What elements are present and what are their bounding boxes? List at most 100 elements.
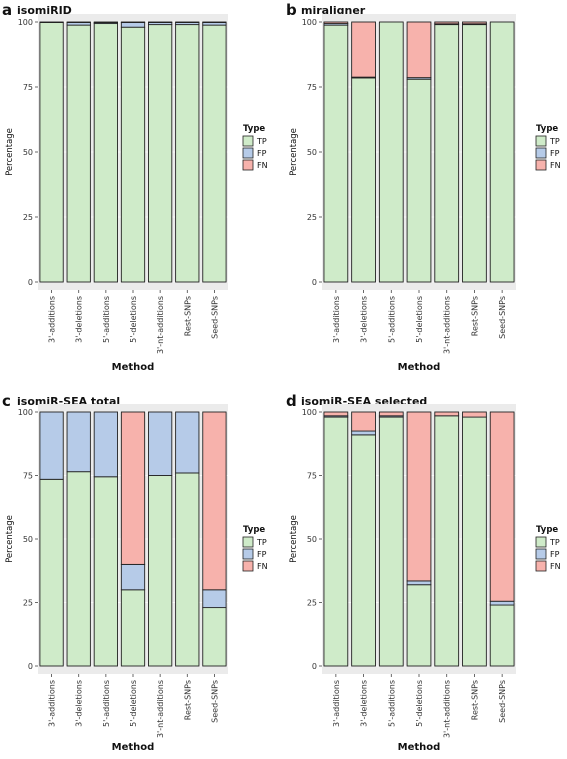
bar-fp-6 [489, 600, 515, 606]
legend-key-fp [242, 147, 254, 159]
bar-fn-4 [434, 21, 460, 25]
bar-fp-1 [66, 411, 91, 473]
bar-tp-1 [351, 77, 376, 283]
y-axis-label: Percentage [289, 515, 299, 563]
chart-panel-d: d isomiR-SEA selected0255075100Percentage… [286, 392, 561, 753]
legend-title: Type [243, 124, 265, 134]
x-axis-label: Method [112, 362, 155, 373]
bar-fn-4 [148, 21, 173, 23]
legend-label-fn: FN [257, 562, 268, 571]
y-tick-label: 100 [302, 408, 317, 417]
y-tick-label: 100 [18, 408, 33, 417]
x-tick-label: 3'-additions [332, 680, 341, 727]
x-tick-label: 3'-deletions [360, 680, 369, 727]
x-tick-label: Rest-SNPs [470, 296, 479, 336]
x-tick-label: 3'-additions [48, 296, 57, 343]
legend-key-fn [242, 560, 254, 572]
x-tick-label: 3'-nt-additions [156, 680, 165, 738]
x-tick-label: 5'-deletions [415, 296, 424, 343]
panel-title-a: isomiRID [17, 4, 72, 17]
bar-tp-5 [175, 24, 200, 283]
bar-tp-4 [434, 415, 460, 667]
bar-tp-2 [378, 21, 404, 283]
bar-fp-3 [120, 563, 146, 591]
chart-panel-a: a isomiRID 0 25 50 75 100 Percentage 3'-addition… [2, 1, 268, 373]
chart-panel-b: b miraligner 0 25 50 75 100 Percentage 3'-additi… [286, 1, 561, 373]
x-tick-label: 3'-deletions [75, 296, 84, 343]
bar-fn-0 [323, 21, 349, 25]
x-tick-label: 3'-nt-additions [156, 296, 165, 354]
bar-fp-3 [406, 580, 432, 586]
bar-fn-3 [120, 21, 146, 23]
y-tick-label: 25 [307, 599, 317, 608]
bar-fp-4 [148, 411, 173, 476]
legend-key-fn [535, 159, 547, 171]
x-tick-label: 3'-additions [48, 680, 57, 727]
bar-fp-1 [351, 430, 376, 436]
legend-key-fp [535, 548, 547, 560]
y-tick-label: 0 [28, 278, 33, 287]
legend-key-fp [535, 147, 547, 159]
bar-tp-1 [66, 471, 91, 667]
legend-title: Type [536, 124, 558, 134]
bar-tp-1 [66, 24, 91, 283]
legend-label-fp: FP [550, 149, 560, 158]
legend-label-tp: TP [256, 137, 267, 146]
bar-tp-6 [202, 607, 227, 667]
legend-label-fp: FP [257, 550, 267, 559]
x-tick-label: 5'-additions [387, 680, 396, 727]
bar-fn-1 [66, 21, 91, 23]
panel-letter-c: c [2, 392, 11, 410]
legend-key-tp [535, 536, 547, 548]
y-tick-label: 75 [307, 472, 317, 481]
bar-tp-3 [120, 26, 146, 283]
bar-tp-6 [489, 21, 515, 283]
legend-b: Type TP FP FN [535, 124, 561, 171]
bar-fp-5 [175, 411, 200, 474]
y-tick-label: 0 [28, 662, 33, 671]
bar-fn-3 [406, 21, 432, 79]
legend-label-fp: FP [257, 149, 267, 158]
y-tick-label: 25 [23, 213, 33, 222]
bar-fn-6 [489, 411, 515, 602]
y-tick-label: 75 [23, 83, 33, 92]
legend-key-tp [242, 135, 254, 147]
bar-tp-3 [406, 78, 432, 283]
y-tick-label: 50 [307, 535, 317, 544]
y-tick-label: 50 [23, 148, 33, 157]
y-tick-label: 0 [312, 278, 317, 287]
bar-tp-2 [93, 476, 118, 667]
bar-fn-3 [120, 411, 146, 565]
y-tick-label: 25 [307, 213, 317, 222]
bar-tp-0 [323, 416, 349, 667]
legend-d: Type TP FP FN [535, 525, 561, 572]
legend-c: Type TP FP FN [242, 525, 268, 572]
legend-title: Type [536, 525, 558, 535]
legend-key-tp [242, 536, 254, 548]
legend-label-tp: TP [256, 538, 267, 547]
x-axis-label: Method [398, 362, 441, 373]
panel-letter-b: b [286, 1, 297, 19]
bar-fn-4 [434, 411, 460, 417]
y-tick-label: 75 [307, 83, 317, 92]
y-axis-label: Percentage [5, 515, 15, 563]
y-tick-label: 100 [18, 18, 33, 27]
x-tick-label: 5'-additions [102, 296, 111, 343]
x-tick-label: 5'-additions [102, 680, 111, 727]
bar-fn-6 [202, 411, 227, 591]
bar-tp-2 [93, 23, 118, 283]
bar-fn-2 [378, 411, 404, 417]
bar-tp-5 [462, 24, 487, 283]
bar-fn-5 [462, 21, 487, 25]
y-axis-label: Percentage [289, 128, 299, 176]
x-tick-label: 3'-deletions [75, 680, 84, 727]
bar-fn-0 [323, 411, 349, 417]
bar-tp-2 [378, 416, 404, 667]
bar-tp-0 [323, 24, 349, 283]
x-tick-label: Seed-SNPs [210, 296, 219, 339]
bar-tp-3 [406, 584, 432, 667]
x-tick-label: 3'-nt-additions [443, 680, 452, 738]
legend-label-tp: TP [549, 137, 560, 146]
bar-tp-0 [39, 22, 64, 283]
